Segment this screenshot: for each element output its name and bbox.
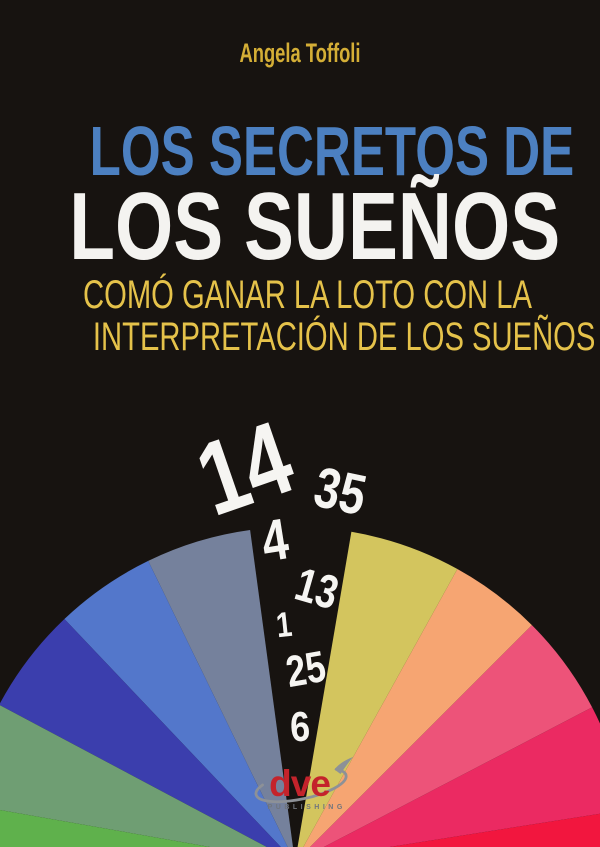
fan-wedge-slate-blue — [148, 530, 293, 847]
fan-wedge-bright-green — [0, 809, 210, 847]
publisher-logo-subtext: PUBLISHING — [267, 804, 346, 811]
author-name-text: Angela Toffoli — [239, 38, 361, 68]
publisher-logo: dve PUBLISHING — [232, 753, 372, 825]
subtitle-line-1-text: COMÓ GANAR LA LOTO CON LA — [83, 273, 532, 317]
fan-wedge-sage-green — [0, 705, 267, 847]
title-line-1-text: LOS SECRETOS DE — [89, 112, 575, 190]
title-line-2-text: LOS SUEÑOS — [69, 173, 561, 280]
author-name: Angela Toffoli — [0, 40, 600, 67]
subtitle-line-2: INTERPRETACIÓN DE LOS SUEÑOS — [0, 317, 600, 357]
fan-wedge-deep-pink — [323, 707, 600, 847]
lottery-number-25: 25 — [282, 641, 330, 698]
fan-wedge-crimson-red — [389, 813, 600, 847]
lottery-number-6: 6 — [288, 702, 312, 751]
publisher-logo-text: dve — [269, 763, 331, 804]
fan-wedge-salmon-orange — [303, 569, 532, 847]
subtitle-line-1: COMÓ GANAR LA LOTO CON LA — [0, 275, 600, 315]
logo-swoosh-arc — [254, 767, 348, 804]
logo-swoosh-icon — [254, 757, 353, 804]
fan-wedge-cornflower-blue — [64, 560, 288, 847]
fan-wedge-rose-pink — [310, 625, 593, 847]
fan-wedge-indigo-blue — [0, 619, 281, 847]
logo-swoosh-tail — [334, 757, 353, 774]
title-line-1: LOS SECRETOS DE — [0, 116, 600, 186]
subtitle-line-2-text: INTERPRETACIÓN DE LOS SUEÑOS — [92, 315, 596, 359]
title-line-2: LOS SUEÑOS — [0, 179, 600, 275]
